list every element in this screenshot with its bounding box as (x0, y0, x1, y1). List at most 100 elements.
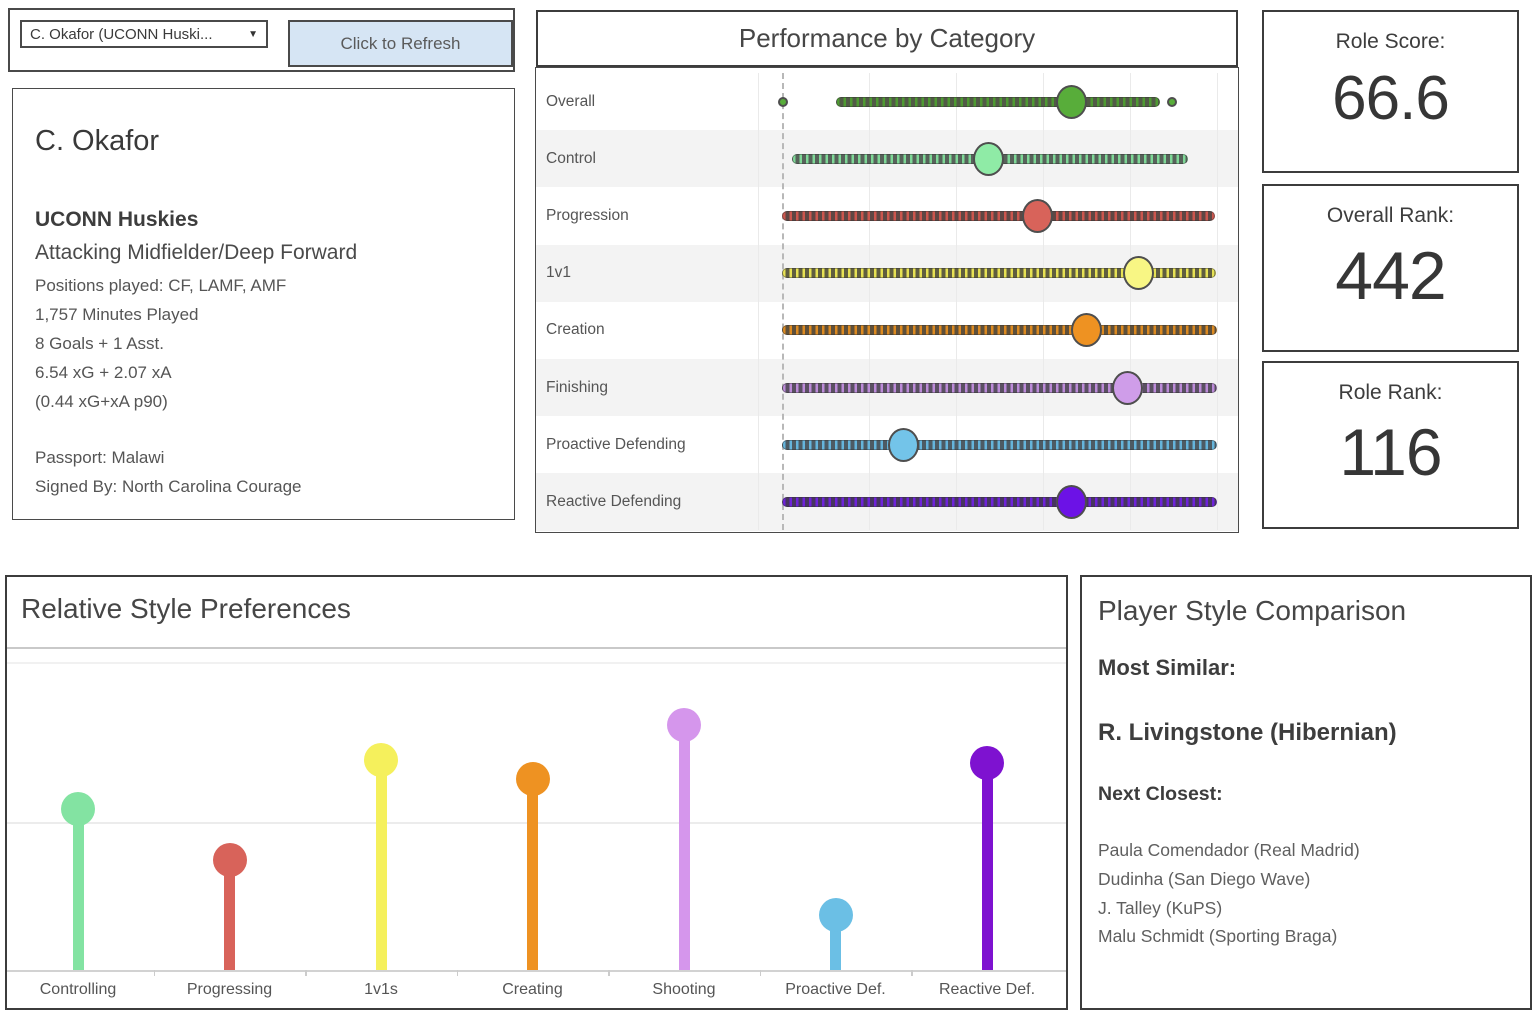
controls-panel: C. Okafor (UCONN Huski... ▼ Click to Ref… (8, 8, 515, 72)
next-closest-player: Paula Comendador (Real Madrid) (1098, 840, 1360, 860)
style-preferences-title: Relative Style Preferences (21, 593, 351, 624)
category-label: Reactive Def. (938, 981, 1036, 998)
refresh-button-label: Click to Refresh (340, 33, 461, 53)
style-comparison-title: Player Style Comparison (1098, 595, 1407, 626)
most-similar-player: R. Livingstone (Hibernian) (1098, 719, 1397, 746)
player-passport-block: Passport: Malawi Signed By: North Caroli… (35, 443, 492, 501)
dot-strip (836, 96, 1161, 107)
player-value-dot[interactable] (1112, 370, 1144, 405)
category-label: Shooting (652, 981, 716, 998)
axis-tick (305, 970, 307, 976)
player-minutes: 1,757 Minutes Played (35, 305, 199, 324)
player-value-dot[interactable] (1055, 84, 1087, 119)
player-value-dot[interactable] (1022, 199, 1054, 233)
next-closest-list: Paula Comendador (Real Madrid) Dudinha (… (1098, 836, 1514, 951)
player-xg-p90: (0.44 xG+xA p90) (35, 392, 168, 411)
category-label: Controlling (39, 981, 117, 998)
axis-tick (911, 970, 913, 976)
category-label: Control (546, 149, 596, 167)
category-label: Proactive Defending (546, 435, 686, 453)
category-label: Creation (546, 321, 605, 339)
lollipop-head[interactable] (61, 791, 95, 826)
category-label: Progressing (186, 981, 273, 998)
player-goals: 8 Goals + 1 Asst. (35, 334, 164, 353)
category-label: Proactive Def. (785, 981, 886, 998)
dot-strip (782, 497, 1217, 507)
axis-tick (759, 970, 761, 976)
category-label: Progression (546, 206, 629, 224)
dot-strip (782, 211, 1215, 221)
dot-strip (782, 325, 1217, 336)
role-score-card: Role Score: 66.6 (1262, 10, 1519, 173)
player-role: Attacking Midfielder/Deep Forward (35, 241, 358, 264)
gridline (956, 73, 957, 530)
dot-strip (782, 268, 1217, 279)
lollipop-head[interactable] (818, 898, 853, 933)
role-score-label: Role Score: (1335, 30, 1446, 53)
gridline (1130, 73, 1131, 530)
axis-tick (456, 970, 458, 976)
player-name: C. Okafor (35, 125, 160, 157)
next-closest-player: Malu Schmidt (Sporting Braga) (1098, 926, 1338, 947)
overall-rank-value: 442 (1335, 238, 1446, 314)
player-select-value: C. Okafor (UCONN Huski... (30, 25, 213, 43)
lollipop-stem (830, 915, 841, 970)
lollipop-head[interactable] (212, 843, 247, 878)
player-value-dot[interactable] (1071, 313, 1102, 348)
axis-baseline (7, 970, 1066, 972)
player-xg: 6.54 xG + 2.07 xA (35, 363, 172, 382)
most-similar-label: Most Similar: (1098, 655, 1237, 680)
refresh-button[interactable]: Click to Refresh (288, 20, 513, 67)
performance-chart-title: Performance by Category (738, 23, 1036, 53)
category-label: Finishing (546, 378, 609, 396)
player-value-dot[interactable] (973, 141, 1005, 176)
lollipop-head[interactable] (970, 746, 1004, 781)
player-value-dot[interactable] (1123, 256, 1155, 291)
outlier-dot (777, 96, 788, 107)
performance-chart-title-box: Performance by Category (536, 10, 1238, 67)
outlier-dot (1167, 96, 1178, 107)
gridline (869, 73, 870, 530)
plot-left-edge (758, 73, 759, 530)
category-label: 1v1s (364, 981, 398, 998)
lollipop-head[interactable] (667, 707, 701, 742)
lollipop-stem (678, 724, 690, 970)
dot-strip (782, 382, 1217, 393)
role-rank-value: 116 (1339, 415, 1442, 489)
category-label: Creating (502, 981, 563, 998)
category-label: 1v1 (546, 264, 571, 282)
lollipop-stem (981, 763, 993, 970)
player-signed-by: Signed By: North Carolina Courage (35, 477, 302, 496)
player-select-dropdown[interactable]: C. Okafor (UCONN Huski... ▼ (20, 20, 268, 48)
overall-rank-card: Overall Rank: 442 (1262, 184, 1519, 352)
category-label: Reactive Defending (546, 492, 682, 510)
player-positions: Positions played: CF, LAMF, AMF (35, 276, 287, 295)
axis-tick (608, 970, 610, 976)
axis-tick (153, 970, 155, 976)
lollipop-stem (72, 808, 84, 970)
dropdown-caret-icon: ▼ (248, 28, 258, 40)
role-rank-label: Role Rank: (1338, 381, 1443, 404)
next-closest-label: Next Closest: (1098, 783, 1223, 805)
player-team: UCONN Huskies (35, 208, 199, 231)
dot-strip (782, 439, 1217, 450)
gridline-faint (7, 662, 1066, 664)
next-closest-player: J. Talley (KuPS) (1098, 897, 1223, 918)
player-value-dot[interactable] (888, 427, 920, 462)
lollipop-head[interactable] (364, 743, 398, 778)
plot-top-line (7, 647, 1066, 649)
player-info-card: C. Okafor UCONN Huskies Attacking Midfie… (12, 88, 515, 520)
player-value-dot[interactable] (1055, 485, 1087, 519)
style-preferences-chart: Relative Style Preferences Controlling Pr… (5, 575, 1068, 1010)
next-closest-player: Dudinha (San Diego Wave) (1098, 868, 1311, 889)
category-label: Overall (546, 92, 596, 110)
performance-chart: Overall Control Progression 1v1 Creation Fini… (535, 67, 1239, 533)
lollipop-stem (375, 760, 387, 970)
lollipop-stem (527, 779, 538, 970)
lollipop-head[interactable] (515, 762, 550, 797)
role-rank-card: Role Rank: 116 (1262, 361, 1519, 529)
reference-line (782, 73, 784, 530)
lollipop-stem (224, 860, 235, 970)
gridline (1217, 73, 1218, 530)
